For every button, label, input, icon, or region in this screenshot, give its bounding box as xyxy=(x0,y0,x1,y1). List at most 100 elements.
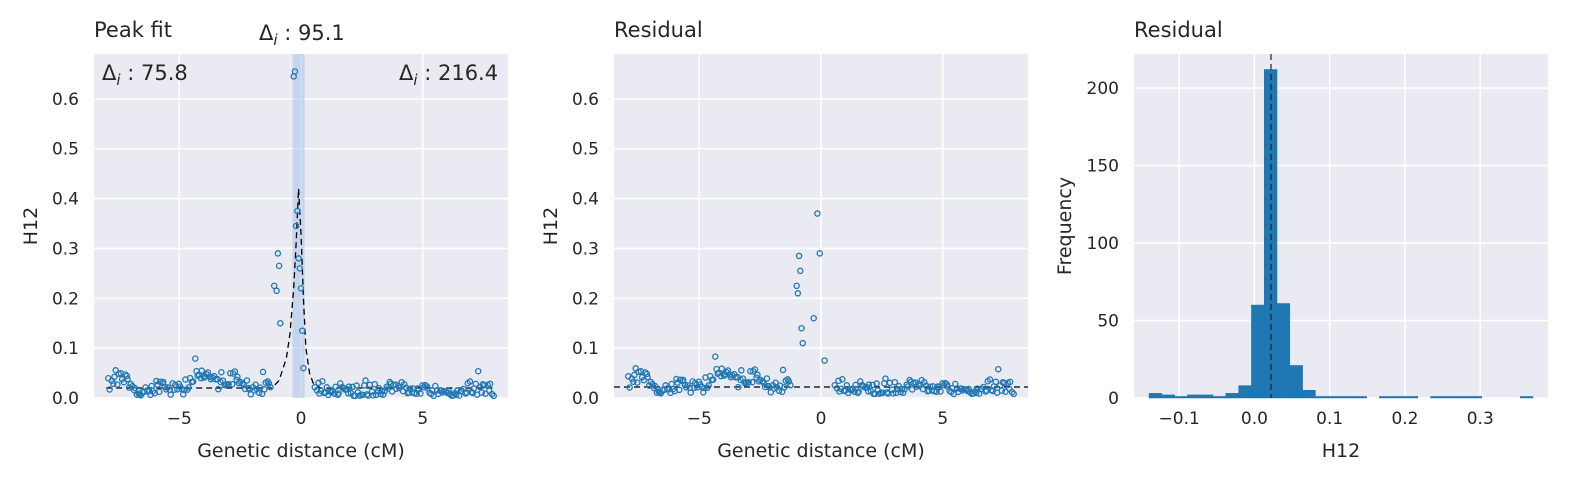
data-point xyxy=(300,364,307,372)
x-tick-label: 5 xyxy=(937,409,948,429)
data-point xyxy=(1006,378,1014,386)
x-tick-label: −5 xyxy=(687,409,712,429)
data-point xyxy=(145,388,153,395)
data-point xyxy=(865,381,873,388)
data-point xyxy=(855,388,862,395)
data-point xyxy=(225,380,232,388)
data-point xyxy=(882,375,889,382)
data-point xyxy=(292,222,300,230)
data-point xyxy=(794,290,802,297)
scatter-points xyxy=(624,210,1018,398)
data-point xyxy=(865,388,872,395)
x-tick-label: 0.0 xyxy=(1241,409,1268,429)
histogram-bar xyxy=(1161,394,1175,399)
data-point xyxy=(198,367,205,374)
data-point xyxy=(673,375,680,383)
data-point xyxy=(345,383,353,390)
y-tick-label: 0.5 xyxy=(52,140,79,160)
data-point xyxy=(718,365,725,372)
data-point xyxy=(273,287,280,295)
data-point xyxy=(699,389,707,396)
histogram-bar xyxy=(1404,396,1419,399)
x-tick-label: 0 xyxy=(816,409,827,429)
data-point xyxy=(816,250,824,257)
data-point xyxy=(814,210,821,217)
data-point xyxy=(335,390,342,397)
data-point xyxy=(767,389,775,396)
data-point xyxy=(179,391,187,398)
histogram-bar xyxy=(1302,390,1316,399)
data-point xyxy=(712,353,719,360)
data-point xyxy=(798,324,805,332)
y-tick-label: 0.1 xyxy=(52,339,79,359)
histogram-bar xyxy=(1174,396,1188,399)
data-point xyxy=(745,378,752,386)
data-point xyxy=(274,250,282,257)
data-point xyxy=(787,381,794,389)
data-point xyxy=(965,385,972,393)
data-point xyxy=(369,392,377,399)
y-tick-labels: 0.0 0.1 0.2 0.3 0.4 0.5 0.6 xyxy=(572,90,599,409)
panel-title: Residual xyxy=(614,18,703,42)
grid xyxy=(614,54,1028,399)
data-point xyxy=(851,388,858,395)
y-tick-label: 0.2 xyxy=(52,289,79,309)
data-point xyxy=(229,380,236,388)
data-point xyxy=(125,384,133,391)
histogram-bar xyxy=(1391,396,1406,399)
data-point xyxy=(462,390,469,397)
data-point xyxy=(243,377,251,384)
data-point xyxy=(371,380,378,388)
data-point xyxy=(869,381,876,389)
data-point xyxy=(751,366,759,373)
data-point xyxy=(626,384,633,391)
histogram-bar xyxy=(1212,396,1227,399)
data-point xyxy=(797,267,804,275)
plot-area xyxy=(1134,54,1548,398)
data-point xyxy=(349,383,356,391)
data-point xyxy=(392,381,399,388)
data-point xyxy=(323,384,331,391)
histogram-bar xyxy=(1430,396,1444,399)
data-point xyxy=(291,68,299,75)
data-point xyxy=(332,383,339,391)
data-point xyxy=(779,366,787,374)
data-point xyxy=(643,370,651,378)
histogram-bar xyxy=(1148,393,1163,399)
data-point xyxy=(111,373,118,381)
histogram-bar xyxy=(1225,393,1239,399)
data-point xyxy=(240,381,247,389)
residual-scatter-panel: −5 0 5 0.0 0.1 0.2 0.3 0.4 0.5 0.6 Residual Gene… xyxy=(540,18,1028,462)
data-point xyxy=(912,379,919,386)
data-point xyxy=(763,375,771,382)
histogram-bar xyxy=(1289,365,1303,399)
y-tick-label: 50 xyxy=(1097,312,1119,332)
data-point xyxy=(761,383,769,391)
data-point xyxy=(916,382,923,390)
data-point xyxy=(486,380,494,388)
data-point xyxy=(992,378,1000,386)
y-tick-label: 0.3 xyxy=(52,239,79,259)
data-point xyxy=(298,327,306,334)
data-point xyxy=(396,384,403,392)
data-point xyxy=(474,367,482,375)
data-point xyxy=(904,383,911,390)
data-point xyxy=(270,282,278,290)
data-point xyxy=(378,387,386,395)
histogram-bar xyxy=(1455,396,1470,399)
y-axis-label: Frequency xyxy=(1054,177,1076,275)
data-point xyxy=(362,377,369,384)
data-point xyxy=(131,384,139,392)
data-point xyxy=(114,381,121,388)
y-tick-label: 0.4 xyxy=(52,190,79,210)
histogram-bar xyxy=(1519,396,1534,399)
data-point xyxy=(873,380,880,387)
data-point xyxy=(644,373,651,381)
data-point xyxy=(657,390,665,397)
x-tick-labels: −0.1 0.0 0.1 0.2 0.3 xyxy=(1159,409,1494,429)
data-point xyxy=(749,378,756,386)
data-point xyxy=(645,382,653,389)
data-point xyxy=(275,262,283,270)
y-axis-label: H12 xyxy=(20,207,42,245)
